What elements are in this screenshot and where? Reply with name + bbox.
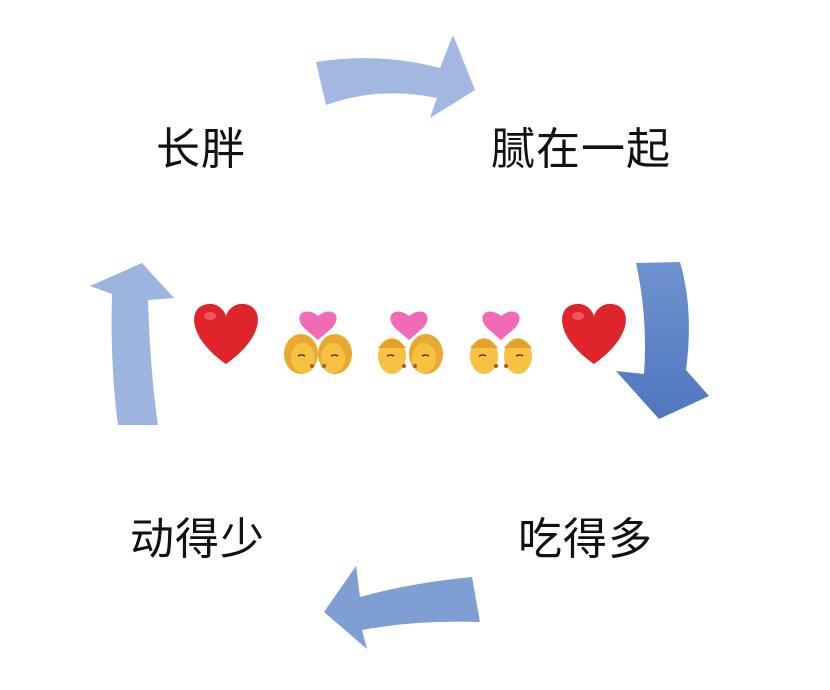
step-label-gain-weight: 长胖 <box>156 124 246 175</box>
couple-kiss-icon <box>378 311 443 374</box>
couple-kiss-man-man-icon <box>470 311 532 374</box>
couple-kiss-woman-woman-icon <box>284 311 352 374</box>
emoji-row <box>194 303 626 374</box>
heart-icon <box>194 303 258 364</box>
step-label-move-less: 动得少 <box>130 514 265 565</box>
cycle-arrow-bottom <box>324 566 480 649</box>
cycle-arrow-right <box>616 262 709 419</box>
cycle-arrow-top <box>316 35 475 118</box>
step-label-stick-together: 腻在一起 <box>491 124 671 175</box>
cycle-arrow-left <box>90 263 174 425</box>
heart-icon <box>562 303 626 364</box>
step-label-eat-more: 吃得多 <box>518 514 653 565</box>
